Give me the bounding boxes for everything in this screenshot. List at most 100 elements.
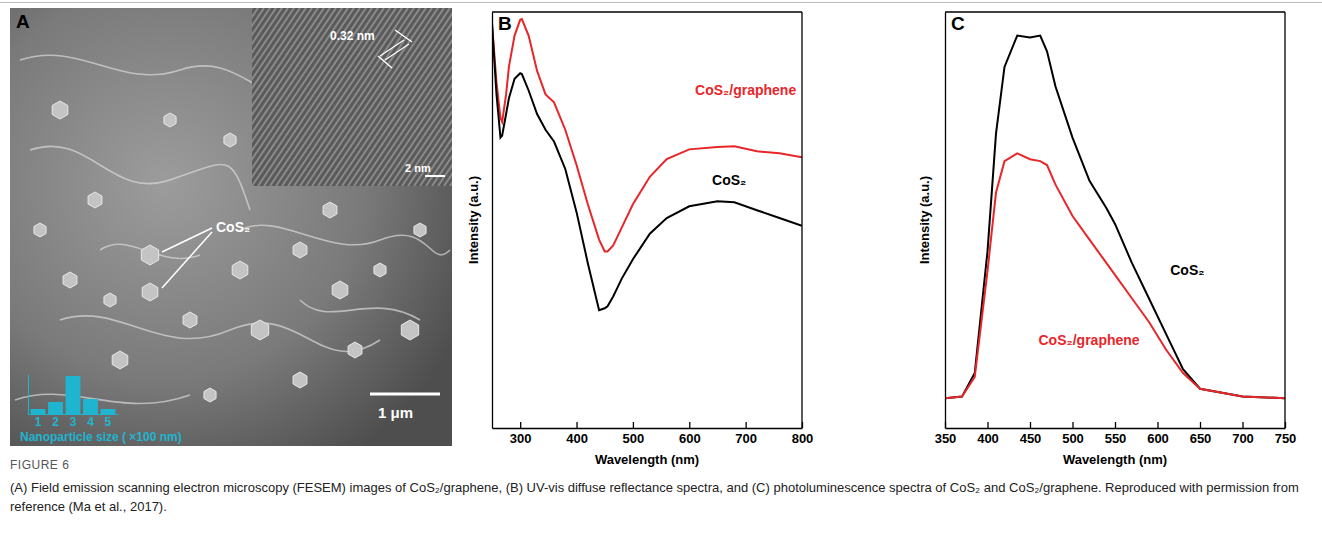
tick: 400: [977, 422, 999, 446]
top-rule: [0, 2, 1322, 3]
lattice-fringe: [252, 8, 270, 186]
tick: 3: [70, 414, 77, 429]
axis-title: Wavelength (nm): [595, 452, 699, 467]
lattice-fringe: [252, 8, 318, 186]
series-label: CoS₂: [712, 172, 746, 188]
annotation: 1 μm: [378, 404, 413, 421]
lattice-fringe: [426, 8, 452, 186]
lattice-fringe: [432, 8, 452, 186]
tick-label: 800: [792, 431, 814, 446]
lattice-fringe: [438, 8, 452, 186]
bar: [66, 376, 81, 414]
panel-letter: A: [16, 11, 30, 32]
lattice-fringe: [420, 8, 452, 186]
particle: [63, 272, 77, 288]
particle: [293, 242, 307, 258]
fringe-mark: [385, 44, 409, 60]
tick-label: 3: [70, 415, 77, 429]
tick: 500: [623, 422, 645, 446]
tick: 750: [1275, 422, 1297, 446]
tick-mark: [1285, 422, 1286, 428]
tick-label: 400: [977, 431, 999, 446]
hist-bars: [31, 376, 116, 414]
tick-label: 2: [52, 415, 59, 429]
tick: 1: [35, 414, 42, 429]
lattice-fringe: [384, 8, 452, 186]
bar: [83, 399, 98, 414]
frame: [492, 11, 802, 12]
tick-mark: [520, 422, 521, 428]
tick-mark: [1072, 422, 1073, 428]
bar: [48, 402, 63, 414]
particle: [414, 223, 426, 237]
particle: [323, 202, 337, 218]
tick-mark: [1030, 422, 1031, 428]
tick-label: 700: [735, 431, 757, 446]
particle: [142, 283, 158, 301]
panel-c: 350400450500550600650700750Wavelength (n…: [917, 12, 1296, 467]
tick-mark: [802, 422, 803, 428]
axis-line: [945, 13, 946, 429]
frame: [801, 12, 802, 428]
particle: [204, 388, 216, 402]
tick: 5: [105, 414, 112, 429]
tick-mark: [745, 422, 746, 428]
particle: [232, 261, 248, 279]
series-label: CoS₂: [1170, 262, 1204, 278]
particle: [104, 293, 116, 307]
tick: 600: [1147, 422, 1169, 446]
series-label: CoS₂/graphene: [695, 82, 796, 98]
tick-mark: [1157, 422, 1158, 428]
panel-letter: B: [498, 13, 512, 34]
particle: [401, 320, 418, 340]
tick-label: 5: [105, 415, 112, 429]
particle: [112, 351, 128, 369]
x-axis: 350400450500550600650700750: [935, 422, 1297, 446]
axis-title: Intensity (a.u.): [466, 176, 481, 264]
tick: 2: [52, 414, 59, 429]
tick-label: 4: [87, 415, 94, 429]
tick-label: 600: [679, 431, 701, 446]
lattice-fringe: [444, 8, 452, 186]
tick-label: 500: [1062, 431, 1084, 446]
tick-label: 700: [1232, 431, 1254, 446]
particle: [34, 223, 46, 237]
tick: 800: [792, 422, 814, 446]
panel-a: 0.32 nm2 nmCoS₂1 μm12345Nanoparticle siz…: [10, 8, 726, 446]
lattice-fringe: [414, 8, 452, 186]
figure-svg: 0.32 nm2 nmCoS₂1 μm12345Nanoparticle siz…: [0, 0, 1322, 470]
caption: (A) Field emission scanning electron mic…: [10, 478, 1310, 516]
particle: [183, 312, 197, 328]
hist-x-axis: 12345: [29, 414, 119, 429]
tick-label: 450: [1020, 431, 1042, 446]
series-line: [492, 24, 802, 310]
tick: 4: [87, 414, 94, 429]
tick: 300: [510, 422, 532, 446]
series-line: [945, 153, 1285, 398]
series-line: [945, 36, 1285, 399]
axis-line: [492, 13, 493, 429]
lines: [945, 36, 1285, 399]
tick-label: 550: [1105, 431, 1127, 446]
tick: 700: [735, 422, 757, 446]
tick-label: 1: [35, 415, 42, 429]
lattice-fringe: [408, 8, 452, 186]
tick-label: 750: [1275, 431, 1297, 446]
bar: [101, 409, 116, 414]
lattice-fringe: [372, 8, 452, 186]
fringe-mark: [380, 40, 404, 56]
wrinkle: [300, 300, 420, 320]
particle: [164, 113, 176, 127]
particle: [224, 133, 236, 147]
wrinkle: [60, 316, 380, 352]
particle: [141, 245, 158, 265]
axis-title: Intensity (a.u.): [917, 176, 932, 264]
particle: [88, 192, 102, 208]
sem-image: [10, 8, 452, 446]
figure: 0.32 nm2 nmCoS₂1 μm12345Nanoparticle siz…: [0, 0, 1322, 535]
lattice-fringe: [252, 8, 306, 186]
particle: [348, 342, 362, 358]
lattice-fringe: [252, 8, 282, 186]
series-label: CoS₂/graphene: [1039, 332, 1140, 348]
bar: [31, 409, 46, 414]
